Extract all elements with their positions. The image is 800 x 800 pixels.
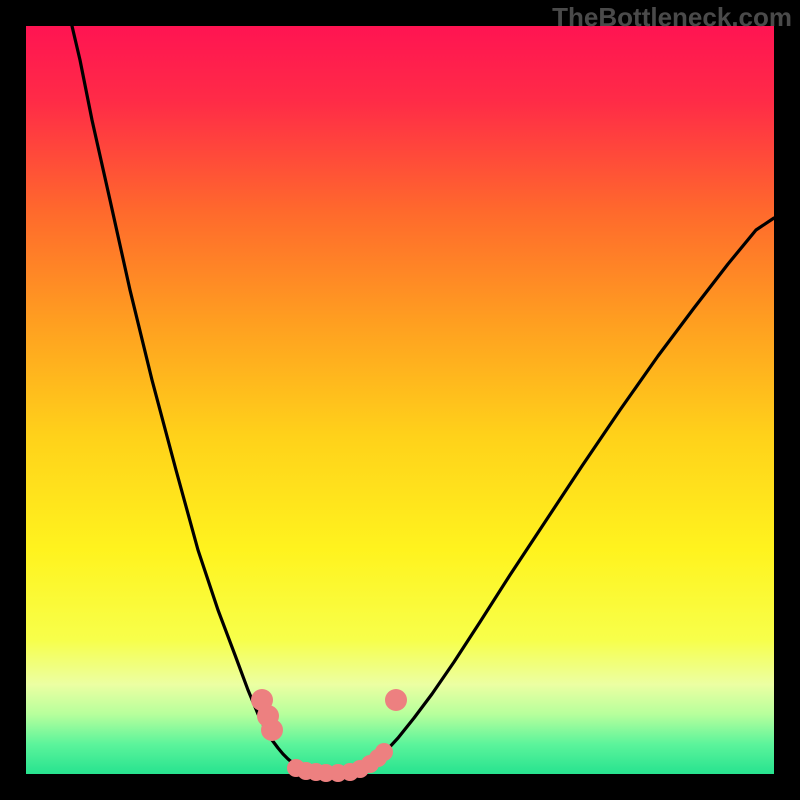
gradient-background — [26, 26, 774, 774]
watermark-text: TheBottleneck.com — [552, 2, 792, 33]
bottleneck-chart — [0, 0, 800, 800]
optimal-dot — [375, 743, 393, 761]
optimal-dot — [261, 719, 283, 741]
optimal-dot — [385, 689, 407, 711]
